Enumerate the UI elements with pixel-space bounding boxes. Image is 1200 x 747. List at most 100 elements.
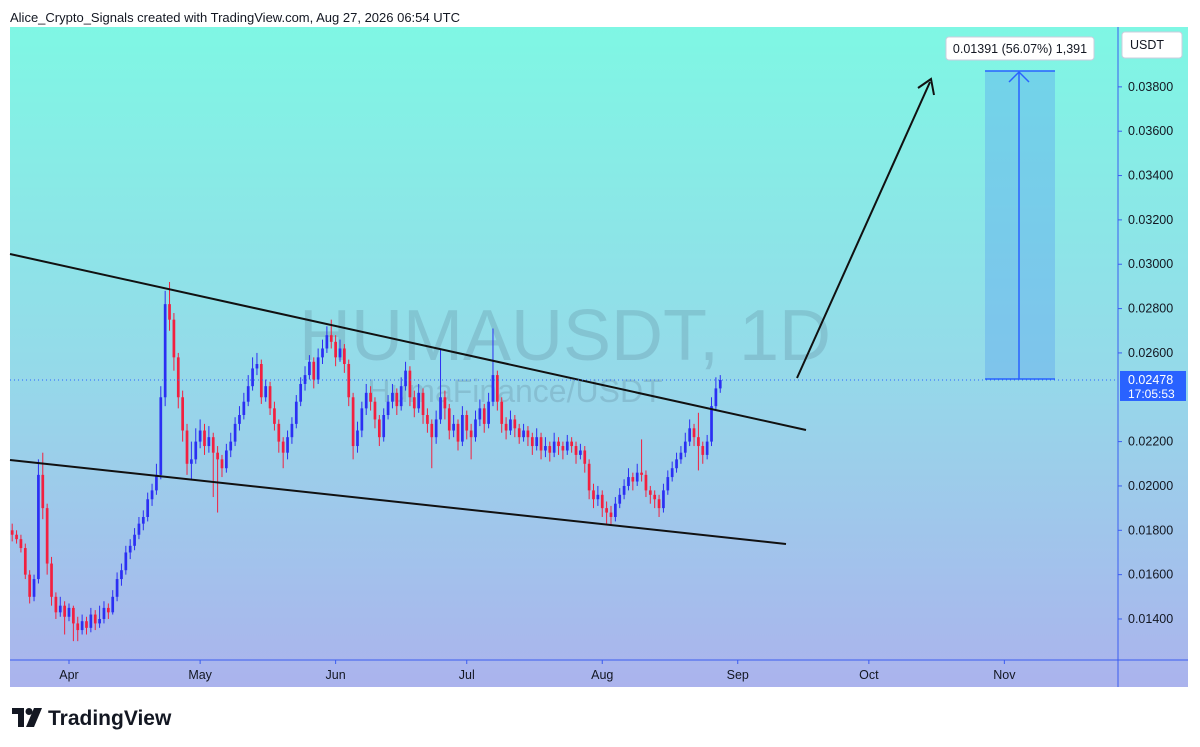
y-tick-label: 0.02800 [1128,302,1173,316]
candle-body [417,392,421,409]
brand-logo [12,708,42,727]
candle-body [692,428,696,438]
candle-body [172,319,176,358]
candle-body [150,490,154,500]
candle-body [574,446,578,455]
candle-body [474,419,477,438]
y-tick-label: 0.01400 [1128,612,1173,626]
candle-body [526,430,530,438]
candle-body [697,437,700,447]
chart-background [10,27,1188,687]
y-tick-label: 0.02200 [1128,435,1173,449]
price-label-box [1120,370,1186,401]
candle-body [299,383,303,402]
y-tick-label: 0.01600 [1128,568,1173,582]
candle-body [325,335,329,349]
candle-body [513,419,517,429]
candle-body [185,430,189,464]
candle-body [15,534,18,540]
candle-body [181,397,185,431]
candle-body [622,485,626,495]
candle-body [666,477,670,491]
candle-body [648,490,652,495]
y-tick-label: 0.03400 [1128,169,1173,183]
candle-body [273,408,276,424]
candle-body [430,423,434,438]
candle-body [627,477,630,486]
candle-body [198,430,202,442]
x-tick-label: Nov [993,668,1016,682]
candle-body [233,423,237,442]
candle-body [718,379,722,389]
candle-body [548,446,552,453]
candle-body [80,621,84,631]
candle-body [683,441,687,453]
x-tick-label: Aug [591,668,613,682]
candle-body [377,419,381,438]
candle-body [303,375,307,384]
candle-body [426,415,429,424]
candle-body [600,494,604,509]
measure-box [985,71,1055,379]
candle-body [216,452,219,460]
candle-body [137,523,141,535]
candle-body [133,534,136,546]
measure-label-box [945,36,1095,61]
candle-body [670,468,674,478]
candle-body [41,474,45,509]
candle-body [657,499,661,509]
candle-body [522,430,525,438]
candle-body [351,397,355,447]
candle-body [176,357,180,398]
candle-body [710,406,713,442]
candle-body [382,415,386,438]
candle-body [246,386,250,402]
y-tick-label: 0.03200 [1128,213,1173,227]
countdown: 17:05:53 [1128,387,1175,401]
candle-body [124,552,128,571]
y-tick-label: 0.02000 [1128,479,1173,493]
candle-body [557,441,560,447]
candle-body [32,579,36,597]
candle-body [592,490,595,500]
candle-body [539,437,543,451]
candle-body [277,423,281,442]
x-tick-label: May [188,668,212,682]
candle-body [76,623,80,631]
candle-body [456,423,460,442]
candle-body [251,368,254,387]
candle-body [644,474,648,491]
candle-body [238,415,241,424]
upper-trendline [9,253,807,431]
candle-body [111,596,115,613]
candles [10,281,722,642]
candle-body [207,437,211,447]
candle-body [369,392,372,402]
candle-body [618,494,622,504]
measure-arrow-head [1008,70,1030,83]
candle-body [705,441,709,455]
candle-body [85,621,88,628]
candle-body [421,392,425,416]
candle-body [115,579,119,597]
watermark-sub: HumaFinance/USDT [367,373,662,409]
candle-body [23,548,27,575]
candle-body [587,463,591,491]
candle-body [159,397,163,475]
candle-body [54,596,58,613]
brand: TradingView [48,707,172,730]
candle-body [67,607,71,617]
candle-body [439,397,442,420]
candle-body [343,348,346,365]
y-tick-label: 0.01800 [1128,523,1173,537]
currency-box [1121,31,1183,59]
candle-body [469,430,473,438]
candle-body [203,430,206,447]
candle-body [290,423,294,438]
candle-body [662,490,665,509]
candle-body [294,401,298,424]
price-label: 0.02478 [1128,373,1173,387]
candle-body [544,446,547,451]
lower-trendline [9,459,787,545]
candle-body [242,401,246,416]
